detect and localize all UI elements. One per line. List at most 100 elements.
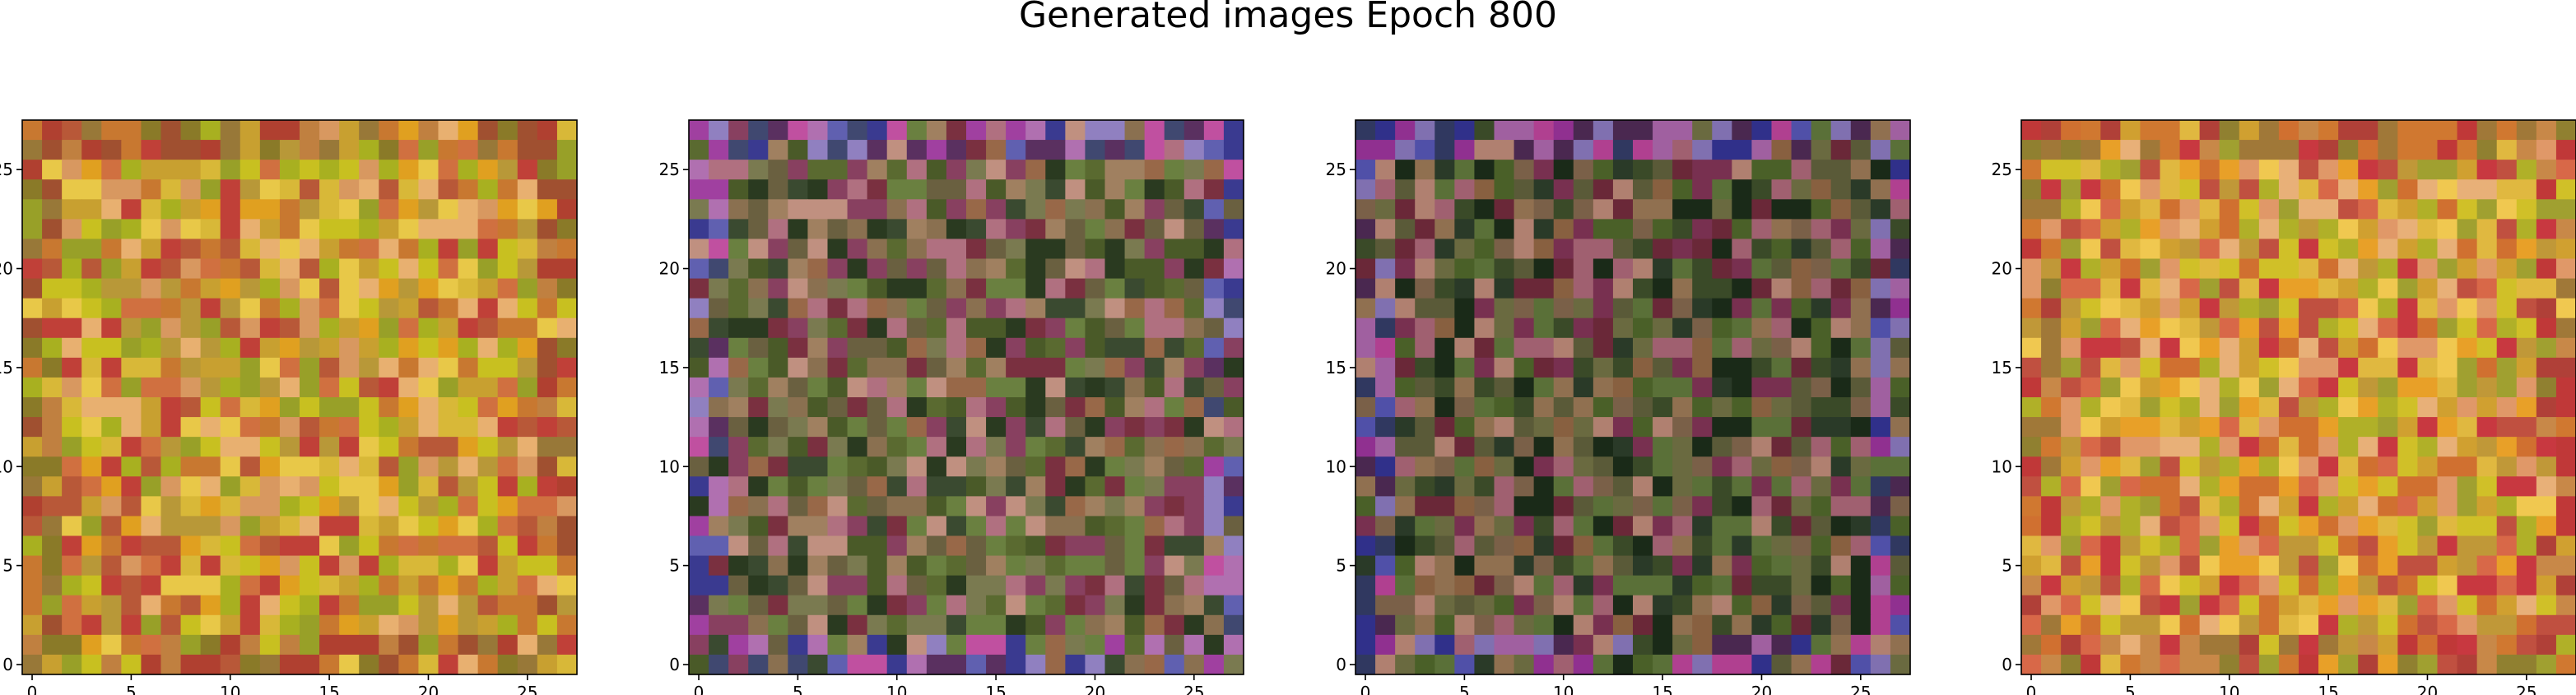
heatmap-cell (2299, 496, 2319, 517)
heatmap-cell (279, 496, 300, 517)
heatmap-cell (2555, 397, 2576, 418)
heatmap-cell (1830, 437, 1852, 457)
heatmap-cell (2555, 634, 2576, 656)
heatmap-cell (1712, 120, 1732, 141)
heatmap-cell (827, 614, 849, 636)
heatmap-cell (2437, 634, 2458, 656)
heatmap-cell (1085, 437, 1106, 457)
heatmap-cell (1890, 140, 1911, 160)
heatmap-cell (2496, 437, 2518, 457)
heatmap-cell (768, 456, 788, 477)
heatmap-cell (788, 219, 809, 240)
heatmap-cell (1653, 614, 1673, 636)
heatmap-cell (1633, 317, 1653, 339)
heatmap-cell (2258, 654, 2280, 675)
heatmap-cell (220, 535, 241, 557)
heatmap-cell (180, 614, 202, 636)
heatmap-cell (1164, 575, 1185, 596)
heatmap-cell (101, 317, 122, 339)
heatmap-cell (2120, 258, 2141, 280)
heatmap-cell (22, 337, 43, 359)
heatmap-cell (1672, 219, 1693, 240)
heatmap-cell (709, 120, 729, 141)
heatmap-cell (259, 456, 281, 477)
heatmap-cell (966, 654, 987, 675)
heatmap-cell (1104, 417, 1126, 438)
heatmap-cell (220, 555, 241, 577)
heatmap-cell (1223, 496, 1244, 517)
heatmap-cell (906, 614, 928, 636)
heatmap-cell (2476, 258, 2498, 280)
heatmap-cell (517, 516, 538, 537)
heatmap-cell (1124, 575, 1146, 596)
heatmap-cell (1890, 160, 1911, 180)
heatmap-cell (2516, 160, 2537, 180)
heatmap-cell (1712, 437, 1732, 457)
heatmap-cell (220, 456, 241, 477)
heatmap-cell (517, 258, 538, 280)
x-tick-label: 15 (2318, 683, 2338, 695)
heatmap-cell (418, 437, 439, 457)
heatmap-cell (807, 317, 829, 339)
heatmap-cell (2496, 160, 2518, 180)
heatmap-cell (2021, 120, 2042, 141)
heatmap-cell (768, 239, 788, 260)
heatmap-cell (1573, 516, 1594, 537)
heatmap-cell (1890, 179, 1911, 200)
heatmap-cell (517, 239, 538, 260)
heatmap-cell (2338, 239, 2359, 260)
heatmap-cell (847, 456, 868, 477)
heatmap-cell (986, 595, 1007, 616)
heatmap-cell (1183, 397, 1205, 418)
heatmap-cell (946, 634, 967, 656)
heatmap-cell (141, 437, 162, 457)
heatmap-cell (220, 317, 241, 339)
heatmap-cell (2457, 377, 2478, 398)
heatmap-cell (319, 654, 340, 675)
heatmap-cell (2061, 575, 2081, 596)
heatmap-cell (867, 614, 888, 636)
heatmap-cell (2219, 516, 2240, 537)
heatmap-cell (728, 516, 749, 537)
heatmap-cell (1045, 258, 1066, 280)
heatmap-cell (1653, 337, 1673, 359)
heatmap-cell (2021, 535, 2042, 557)
heatmap-cell (1183, 437, 1205, 457)
heatmap-cell (1454, 516, 1476, 537)
heatmap-cell (2299, 120, 2319, 141)
y-tick-label: 0 (1336, 655, 1346, 674)
heatmap-cell (689, 437, 709, 457)
heatmap-cell (1732, 476, 1753, 497)
heatmap-cell (2555, 437, 2576, 457)
heatmap-cell (398, 437, 420, 457)
heatmap-cell (1514, 160, 1535, 180)
heatmap-cell (886, 317, 908, 339)
heatmap-cell (2496, 496, 2518, 517)
heatmap-cell (2041, 278, 2062, 299)
heatmap-cell (62, 120, 82, 141)
heatmap-cell (807, 555, 829, 577)
heatmap-cell (1850, 654, 1872, 675)
heatmap-cell (2219, 595, 2240, 616)
heatmap-cell (1454, 219, 1476, 240)
heatmap-cell (709, 456, 729, 477)
heatmap-cell (2437, 337, 2458, 359)
heatmap-cell (1811, 278, 1832, 299)
heatmap-cell (160, 555, 182, 577)
heatmap-cell (1006, 337, 1026, 359)
heatmap-cell (2278, 595, 2299, 616)
heatmap-cell (1223, 377, 1244, 398)
heatmap-cell (1870, 357, 1891, 378)
heatmap-cell (42, 337, 63, 359)
heatmap-cell (438, 654, 459, 675)
heatmap-cell (101, 258, 122, 280)
heatmap-cell (2338, 337, 2359, 359)
heatmap-cell (1712, 199, 1732, 220)
heatmap-cell (121, 476, 142, 497)
heatmap-cell (339, 595, 360, 616)
heatmap-cell (867, 654, 888, 675)
heatmap-cell (1633, 456, 1653, 477)
heatmap-cell (1692, 179, 1713, 200)
heatmap-cell (2081, 377, 2101, 398)
heatmap-cell (1830, 337, 1852, 359)
